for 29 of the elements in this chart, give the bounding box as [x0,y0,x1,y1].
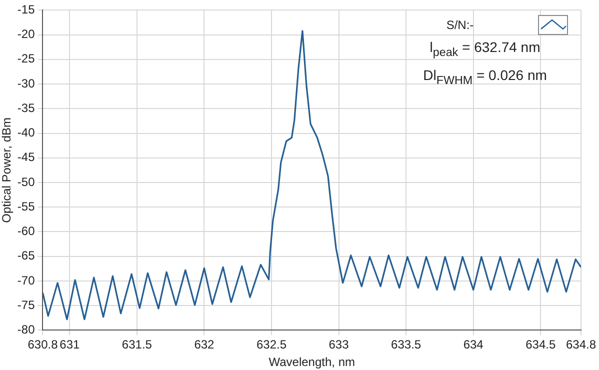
x-axis-title: Wavelength, nm [268,355,355,370]
x-tick-label: 633 [328,338,350,352]
x-tick-label: 632 [194,338,215,352]
x-tick-label: 630.8 [28,338,58,352]
annotation: S/N:- [445,17,475,34]
y-tick-label: -80 [17,322,36,337]
y-tick-label: -55 [17,199,36,214]
x-tick-label: 634.8 [566,338,596,352]
y-tick-label: -50 [17,174,36,189]
annotation: l$_{peak}$ = 632.74 nm [428,38,542,61]
y-tick-label: -65 [17,248,36,263]
x-tick-label: 633.5 [391,338,422,352]
y-tick-label: -45 [17,150,36,164]
y-tick-label: -20 [17,27,36,42]
y-tick-label: -35 [17,100,36,115]
y-tick-label: -25 [17,52,36,66]
x-tick-label: 631 [60,338,80,352]
x-tick-label: 631.5 [122,338,152,352]
y-axis-title: Optical Power, dBm [0,118,14,223]
y-tick-label: -40 [17,126,36,140]
y-tick-label: -70 [17,273,36,288]
x-tick-label: 634 [463,338,484,352]
x-tick-label: 634.5 [526,338,556,352]
annotation: Dl$_{FWHM}$ = 0.026 nm [422,66,548,89]
y-tick-label: -60 [17,224,36,238]
y-tick-label: -75 [17,298,36,312]
x-tick-label: 632.5 [256,338,287,352]
y-tick-label: -30 [17,76,36,90]
y-tick-label: -15 [17,2,36,17]
